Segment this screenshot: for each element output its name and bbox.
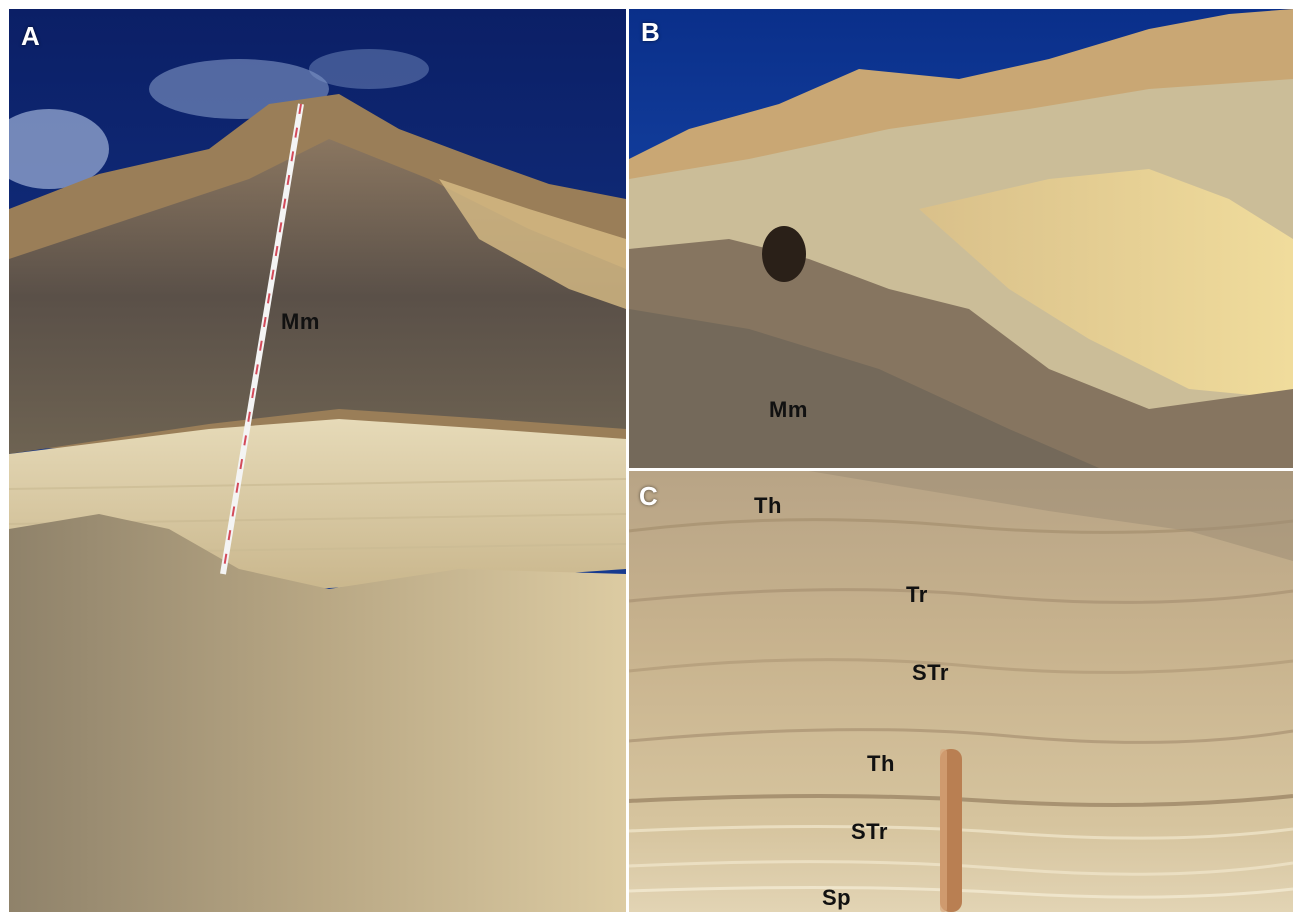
facies-label-tr: Tr (906, 582, 928, 607)
outcrop-photo-c (629, 471, 1293, 912)
panel-a-photo: A Mm (9, 9, 626, 912)
cloud (9, 109, 109, 189)
outcrop-photo-a (9, 9, 626, 912)
upper-overhang (809, 471, 1293, 561)
outcrop-photo-b (629, 9, 1293, 468)
survey-staff-markings (222, 103, 302, 575)
panel-c-photo: C Th Tr STr Th STr Sp (629, 471, 1293, 912)
panel-letter-a: A (21, 21, 40, 51)
cavity (762, 226, 806, 282)
yellow-sand-lens (919, 169, 1293, 399)
scree-slope (9, 514, 626, 912)
facies-label-mm: Mm (769, 397, 808, 422)
panel-letter-b: B (641, 17, 660, 47)
facies-label-mm: Mm (281, 309, 320, 334)
panel-b-photo: B Mm (629, 9, 1293, 468)
facies-label-sp: Sp (822, 885, 852, 910)
facies-label-th: Th (867, 751, 895, 776)
panel-letter-c: C (639, 481, 658, 511)
facies-label-str: STr (912, 660, 949, 685)
facies-label-str: STr (851, 819, 888, 844)
sand-lens (439, 179, 626, 309)
mud-talus (629, 309, 1099, 468)
facies-label-th: Th (754, 493, 782, 518)
cloud (309, 49, 429, 89)
